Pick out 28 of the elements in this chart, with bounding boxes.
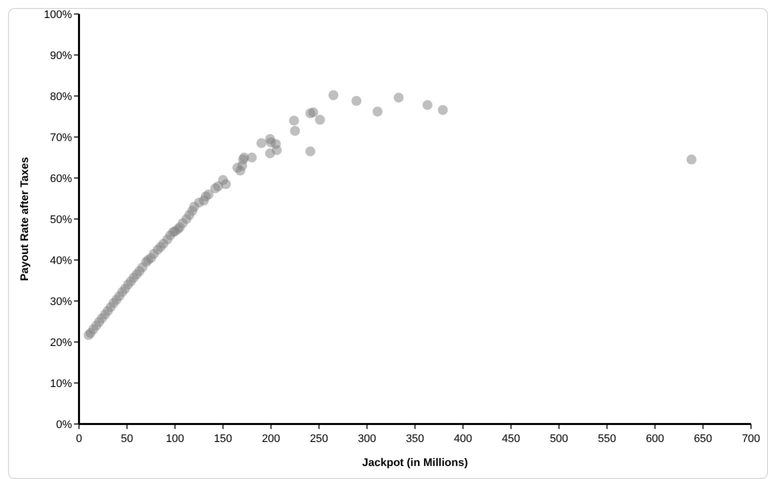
x-tick-label: 300 xyxy=(358,433,376,445)
y-axis-title: Payout Rate after Taxes xyxy=(19,157,31,281)
y-tick-label: 40% xyxy=(50,254,72,267)
x-axis-title: Jackpot (in Millions) xyxy=(362,457,468,469)
y-tick-label: 0% xyxy=(56,418,72,431)
x-tick-label: 700 xyxy=(742,433,760,445)
x-tick-label: 0 xyxy=(76,433,82,445)
y-tick-label: 100% xyxy=(44,8,72,21)
y-tick-label: 60% xyxy=(50,172,72,185)
x-tick-label: 600 xyxy=(646,433,664,445)
x-tick-label: 450 xyxy=(502,433,520,445)
x-tick-label: 150 xyxy=(214,433,232,445)
x-tick-label: 350 xyxy=(406,433,424,445)
x-tick-label: 250 xyxy=(310,433,328,445)
y-tick-label: 50% xyxy=(50,214,72,226)
y-tick-label: 80% xyxy=(50,90,72,103)
y-tick-label: 70% xyxy=(50,132,72,144)
y-tick-label: 10% xyxy=(50,378,72,390)
x-tick-label: 100 xyxy=(166,433,184,445)
x-tick-label: 500 xyxy=(550,433,568,445)
y-tick-label: 20% xyxy=(50,336,72,349)
x-tick-label: 650 xyxy=(694,433,712,445)
x-tick-label: 400 xyxy=(454,433,472,445)
x-tick-label: 200 xyxy=(262,433,280,445)
x-tick-label: 550 xyxy=(598,433,616,445)
y-tick-label: 90% xyxy=(50,50,72,62)
x-tick-label: 50 xyxy=(120,433,134,445)
y-tick-label: 30% xyxy=(50,296,72,308)
